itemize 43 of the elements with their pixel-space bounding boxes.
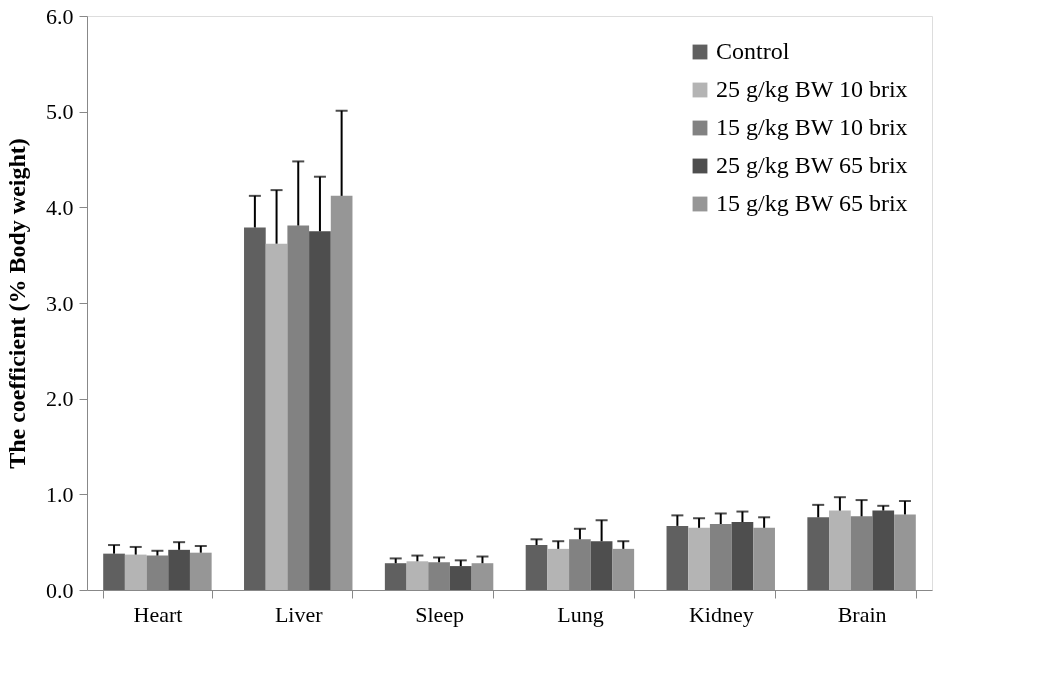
- bar: [124, 554, 147, 590]
- legend-label: 15 g/kg BW 65 brix: [716, 190, 908, 216]
- y-tick-label: 4.0: [46, 194, 74, 220]
- bar: [894, 514, 916, 590]
- bar: [688, 527, 710, 590]
- bar: [829, 510, 851, 590]
- y-tick-label: 2.0: [46, 386, 74, 412]
- x-tick-label: Sleep: [415, 601, 465, 627]
- bar: [406, 561, 429, 590]
- bar: [547, 548, 570, 590]
- bar: [103, 553, 125, 590]
- legend-label: 15 g/kg BW 10 brix: [716, 114, 908, 140]
- bar: [471, 563, 494, 590]
- bar: [872, 510, 895, 590]
- bar: [384, 563, 407, 590]
- bar: [590, 541, 613, 590]
- bar: [525, 545, 548, 590]
- bar: [168, 549, 190, 590]
- bar: [265, 243, 288, 590]
- y-tick-label: 1.0: [46, 481, 74, 507]
- bar: [612, 548, 635, 590]
- bar: [666, 525, 689, 590]
- x-tick-label: Heart: [133, 601, 183, 627]
- x-tick-label: Kidney: [688, 601, 754, 627]
- bar: [449, 566, 472, 590]
- legend-label: Control: [716, 38, 790, 64]
- x-tick-label: Brain: [837, 601, 887, 627]
- legend-label: 25 g/kg BW 10 brix: [716, 76, 908, 102]
- bar: [189, 552, 212, 590]
- legend-label: 25 g/kg BW 65 brix: [716, 152, 908, 178]
- bar: [731, 522, 754, 590]
- bar: [753, 527, 775, 590]
- y-tick-label: 3.0: [46, 290, 74, 316]
- y-tick-label: 0.0: [46, 577, 74, 603]
- y-tick-label: 6.0: [46, 3, 74, 29]
- bar: [309, 231, 331, 590]
- bar: [244, 227, 266, 590]
- bar: [330, 195, 353, 590]
- y-axis-title: The coefficient (% Body weight): [4, 138, 30, 469]
- x-tick-label: Lung: [557, 601, 604, 627]
- bar: [807, 517, 830, 590]
- y-tick-label: 5.0: [46, 99, 74, 125]
- x-tick-label: Liver: [274, 601, 324, 627]
